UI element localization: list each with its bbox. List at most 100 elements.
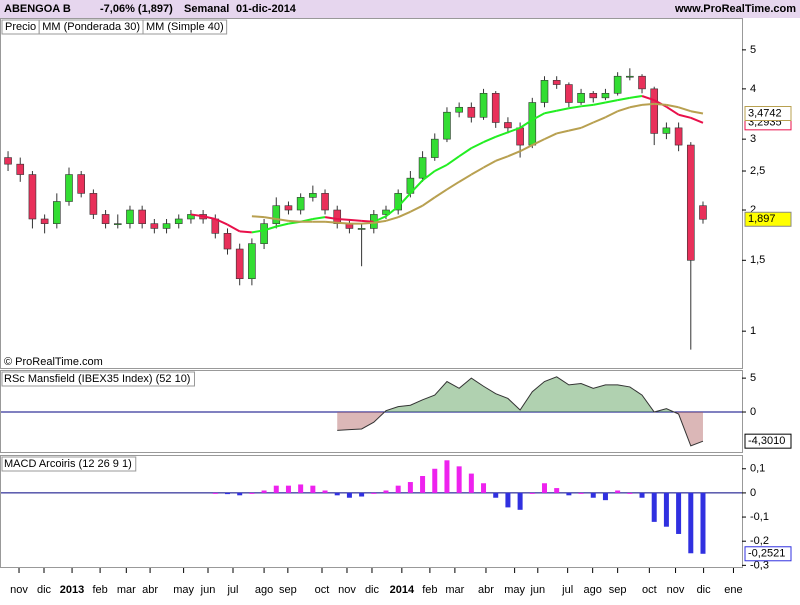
moving-average (568, 105, 582, 110)
candle-body (77, 174, 85, 194)
moving-average (397, 210, 411, 219)
macd-bar (225, 492, 231, 495)
x-tick-label: nov (338, 584, 356, 596)
x-tick-label: ene (724, 584, 742, 596)
candle-body (53, 201, 61, 224)
copyright: © ProRealTime.com (4, 356, 103, 368)
panel-title: MACD Arcoiris (12 26 9 1) (4, 458, 132, 470)
moving-average (409, 179, 424, 195)
macd-bar (359, 492, 365, 497)
price-panel (0, 18, 743, 369)
candle-body (613, 75, 622, 94)
period: Semanal (184, 3, 229, 15)
candle-body (150, 223, 159, 229)
macd-panel (0, 455, 743, 568)
site: www.ProRealTime.com (674, 3, 796, 15)
x-tick-label: jul (561, 584, 573, 596)
macd-bar (432, 468, 438, 493)
y-tick-label: 5 (750, 44, 756, 56)
x-tick-label: dic (37, 584, 52, 596)
moving-average (337, 217, 350, 221)
moving-average (385, 216, 399, 222)
x-tick-label: jun (200, 584, 216, 596)
x-tick-label: mar (117, 584, 136, 596)
moving-average (629, 103, 643, 109)
candle-body (4, 157, 12, 165)
candle-body (284, 205, 293, 211)
candle-body (662, 127, 671, 134)
moving-average (605, 99, 618, 104)
moving-average (495, 131, 509, 138)
moving-average (276, 217, 289, 222)
macd-bar (566, 492, 572, 496)
x-tick-label: feb (92, 584, 107, 596)
x-tick-label: nov (667, 584, 685, 596)
moving-average (324, 220, 338, 224)
candle-body (138, 209, 146, 224)
candle-body (455, 106, 463, 113)
moving-average (605, 110, 619, 119)
x-tick-label: ago (255, 584, 273, 596)
candle-body (516, 127, 524, 146)
candle-body (674, 127, 683, 146)
macd-bar (651, 492, 657, 522)
macd-bar (615, 490, 621, 493)
macd-bar (590, 492, 596, 498)
x-tick-label: feb (422, 584, 437, 596)
moving-average (214, 218, 228, 226)
moving-average (507, 126, 521, 134)
moving-average (446, 155, 460, 166)
moving-average (678, 113, 692, 119)
macd-bar (420, 476, 426, 493)
moving-average (470, 166, 485, 176)
candle-body (162, 223, 171, 229)
y-tick-label: 1,5 (750, 254, 765, 266)
candle-body (686, 144, 695, 261)
moving-average (495, 155, 509, 162)
macd-bar (541, 483, 547, 493)
x-tick-label: 2013 (60, 584, 84, 596)
moving-average (531, 112, 545, 121)
candle-body (40, 218, 49, 224)
y-tick-label: -0,3 (750, 559, 769, 571)
y-tick-label: -0,2 (750, 535, 769, 547)
moving-average (263, 216, 277, 220)
moving-average (324, 216, 338, 220)
change: -7,06% (1,897) (100, 3, 173, 15)
candle-body (113, 223, 122, 225)
moving-average (409, 204, 424, 213)
candle-body (491, 92, 500, 123)
panel-title-box (1, 456, 137, 472)
moving-average (202, 215, 216, 220)
legend-entry: Precio (5, 21, 36, 33)
candle-body (174, 218, 183, 224)
macd-bar (395, 485, 401, 493)
moving-average (556, 129, 570, 135)
candle-body (638, 75, 646, 90)
x-tick-label: may (173, 584, 194, 596)
macd-bar (444, 460, 450, 493)
candle-body (248, 243, 256, 280)
candle-body (260, 223, 268, 244)
moving-average (397, 192, 412, 208)
moving-average (434, 163, 448, 172)
moving-average (678, 106, 692, 113)
header-bar (0, 0, 800, 18)
moving-average (641, 95, 655, 102)
value-tag: -0,2521 (748, 548, 785, 560)
x-tick-label: jun (529, 584, 545, 596)
moving-average (654, 102, 667, 106)
moving-average (470, 141, 484, 150)
legend-box (142, 19, 228, 35)
value-tag-box (744, 211, 792, 227)
moving-average (617, 96, 631, 102)
candle-body (626, 75, 634, 78)
y-tick-label: 5 (750, 372, 756, 384)
moving-average (665, 105, 680, 116)
moving-average (544, 109, 557, 115)
candle-body (443, 111, 451, 140)
moving-average (458, 147, 472, 158)
moving-average (446, 180, 460, 191)
